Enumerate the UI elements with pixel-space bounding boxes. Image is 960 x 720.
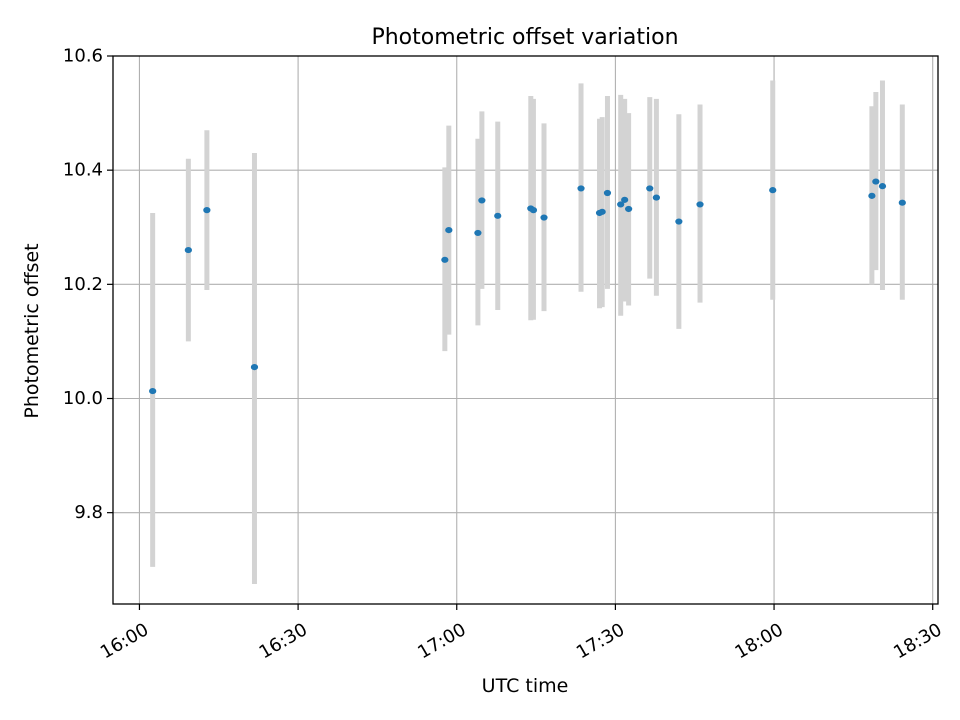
data-point [625, 205, 633, 213]
data-point [769, 187, 777, 194]
data-point [577, 185, 585, 192]
data-point [598, 208, 606, 215]
data-point [441, 256, 449, 263]
data-point [868, 192, 876, 199]
y-tick-label: 10.6 [63, 46, 103, 67]
y-axis-ticks: 9.8 10.0 10.2 10.4 10.6 [63, 46, 113, 523]
data-point [696, 201, 704, 208]
data-point [646, 185, 654, 192]
plot-area-frame [112, 55, 939, 605]
data-point [478, 197, 486, 204]
data-point [621, 196, 629, 203]
data-points [149, 178, 906, 395]
y-tick-label: 9.8 [74, 502, 103, 523]
data-point [878, 183, 887, 190]
data-point [898, 199, 906, 206]
data-point [149, 387, 157, 395]
data-point [184, 246, 192, 254]
data-point [540, 214, 548, 221]
y-axis-label: Photometric offset [21, 243, 43, 418]
y-tick-label: 10.4 [63, 160, 103, 181]
data-point [250, 364, 259, 371]
y-tick-label: 10.2 [63, 274, 103, 295]
data-point [203, 207, 211, 214]
x-axis-label: UTC time [482, 675, 569, 697]
data-point [675, 218, 683, 225]
data-point [603, 189, 612, 197]
data-point [474, 229, 482, 237]
data-point [652, 194, 660, 201]
data-point [872, 178, 880, 185]
chart-title: Photometric offset variation [371, 25, 678, 50]
data-point [494, 212, 502, 219]
y-tick-label: 10.0 [63, 388, 103, 409]
data-point [617, 201, 625, 208]
data-point [529, 207, 538, 214]
data-point [445, 227, 453, 234]
